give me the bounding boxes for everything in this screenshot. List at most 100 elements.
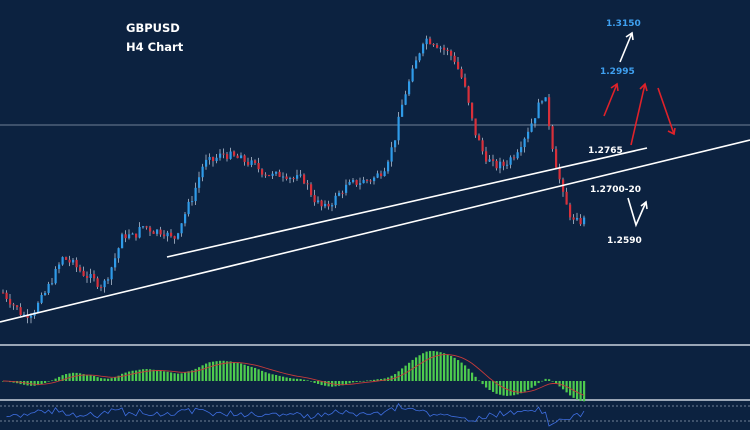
candle-bear <box>135 233 138 238</box>
macd-histogram-bar <box>177 373 180 381</box>
macd-histogram-bar <box>219 360 222 381</box>
candle-bull <box>89 274 92 278</box>
candle-bear <box>247 161 250 165</box>
candle-bull <box>250 160 253 165</box>
candle-bull <box>362 179 365 184</box>
candle-bull <box>131 233 134 235</box>
candle-bull <box>30 315 33 318</box>
macd-histogram-bar <box>243 364 246 381</box>
candle-bear <box>233 151 236 156</box>
macd-histogram-bar <box>352 381 355 383</box>
candle-bull <box>331 205 334 207</box>
macd-histogram-bar <box>443 353 446 381</box>
candle-bear <box>429 38 432 45</box>
candle-bear <box>558 167 561 180</box>
candle-bull <box>156 229 159 234</box>
upper-trendline <box>166 147 648 258</box>
candle-bull <box>110 267 113 280</box>
candle-bear <box>551 126 554 150</box>
candle-bull <box>114 258 117 268</box>
candle-bull <box>411 68 414 82</box>
candle-bear <box>467 86 470 103</box>
macd-histogram-bar <box>572 381 575 398</box>
candle-bear <box>254 160 257 164</box>
macd-histogram-bar <box>103 378 106 381</box>
macd-histogram-bar <box>317 381 320 384</box>
candle-bull <box>499 161 502 169</box>
candle-bear <box>2 292 5 294</box>
level-label-5: 1.2590 <box>607 236 642 246</box>
macd-histogram-bar <box>58 376 61 381</box>
rsi-indicator <box>6 402 585 427</box>
macd-histogram-bar <box>212 361 215 381</box>
macd-histogram-bar <box>362 380 365 382</box>
macd-histogram-bar <box>390 375 393 381</box>
macd-histogram-bar <box>464 365 467 381</box>
candle-bear <box>82 270 85 276</box>
macd-histogram-bar <box>114 377 117 381</box>
candle-bear <box>257 163 260 170</box>
macd-histogram-bar <box>478 380 481 382</box>
candle-bear <box>261 169 264 175</box>
candle-bear <box>9 298 12 305</box>
candle-bear <box>278 171 281 177</box>
macd-histogram-bar <box>313 381 316 383</box>
candle-bull <box>324 203 327 207</box>
candle-bull <box>359 183 362 185</box>
candle-bull <box>229 151 232 159</box>
candle-bear <box>513 157 516 159</box>
candle-bull <box>390 147 393 162</box>
macd-histogram-bar <box>82 374 85 381</box>
candle-bear <box>450 50 453 56</box>
macd-histogram-bar <box>285 377 288 381</box>
candle-bear <box>310 184 313 196</box>
macd-histogram-bar <box>47 381 50 382</box>
candle-bull <box>439 47 442 49</box>
macd-histogram-bar <box>268 373 271 381</box>
macd-histogram-bar <box>513 381 516 396</box>
macd-histogram-bar <box>383 378 386 381</box>
macd-histogram-bar <box>310 381 313 382</box>
candle-bull <box>205 159 208 167</box>
candle-bear <box>474 118 477 136</box>
candle-bull <box>23 314 26 316</box>
candle-bull <box>523 138 526 148</box>
macd-histogram-bar <box>450 355 453 381</box>
candle-bull <box>404 94 407 105</box>
candle-bear <box>380 173 383 177</box>
candle-bull <box>516 152 519 159</box>
candle-bear <box>16 305 19 308</box>
macd-histogram-bar <box>250 366 253 381</box>
rsi-line <box>6 402 585 427</box>
red-arrow-down-head <box>667 127 676 136</box>
candle-bull <box>54 268 57 284</box>
macd-histogram-bar <box>548 379 551 381</box>
macd-histogram-bar <box>432 351 435 381</box>
macd-histogram-bar <box>65 374 68 381</box>
macd-histogram-bar <box>159 370 162 381</box>
macd-histogram-bar <box>75 372 78 381</box>
candle-bull <box>422 44 425 54</box>
macd-histogram-bar <box>215 361 218 381</box>
candle-bear <box>327 203 330 207</box>
candle-bear <box>5 292 8 299</box>
panel-separators <box>0 124 750 422</box>
macd-histogram-bar <box>142 369 145 381</box>
macd-histogram-bar <box>348 381 351 384</box>
macd-histogram-bar <box>229 361 232 381</box>
macd-histogram-bar <box>583 381 586 402</box>
red-arrow-up-2 <box>630 83 646 146</box>
candle-bull <box>166 232 169 237</box>
macd-histogram-bar <box>121 373 124 381</box>
candle-bull <box>215 157 218 162</box>
macd-histogram-bar <box>191 370 194 381</box>
candle-bull <box>299 174 302 176</box>
candle-bull <box>61 257 64 265</box>
macd-histogram-bar <box>338 381 341 386</box>
macd-histogram-bar <box>373 379 376 381</box>
white-arrow-up-to-target <box>619 32 633 63</box>
macd-histogram-bar <box>271 374 274 381</box>
macd-histogram-bar <box>37 381 40 386</box>
macd-histogram-bar <box>124 372 127 381</box>
